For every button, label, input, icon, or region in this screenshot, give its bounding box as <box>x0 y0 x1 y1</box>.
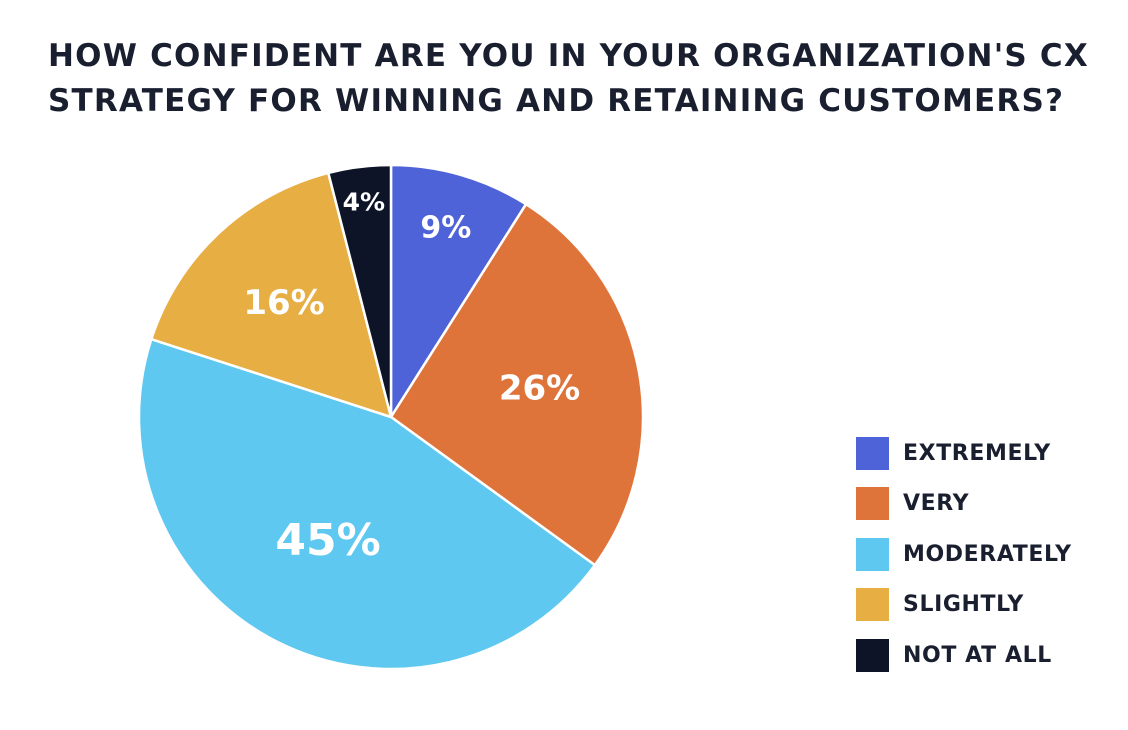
pie-label-extremely: 9% <box>420 211 471 246</box>
chart-legend: EXTREMELY VERY MODERATELY SLIGHTLY NOT A… <box>856 436 1072 689</box>
pie-label-not-at-all: 4% <box>343 187 385 216</box>
legend-swatch-very <box>856 487 889 520</box>
legend-item-extremely: EXTREMELY <box>856 436 1072 470</box>
pie-label-moderately: 45% <box>275 515 380 566</box>
pie-slice-extremely <box>389 163 528 419</box>
pie-slice-slightly <box>150 171 393 419</box>
pie-slice-moderately <box>137 337 597 671</box>
pie-slice-very <box>389 202 645 567</box>
legend-label-very: VERY <box>903 491 970 516</box>
legend-swatch-slightly <box>856 588 889 621</box>
chart-title: HOW CONFIDENT ARE YOU IN YOUR ORGANIZATI… <box>48 34 1098 124</box>
chart-title-line-2: STRATEGY FOR WINNING AND RETAINING CUSTO… <box>48 83 1065 119</box>
legend-label-slightly: SLIGHTLY <box>903 592 1024 617</box>
legend-item-slightly: SLIGHTLY <box>856 588 1072 622</box>
pie-slice-not-at-all <box>327 163 393 419</box>
chart-title-line-1: HOW CONFIDENT ARE YOU IN YOUR ORGANIZATI… <box>48 38 1089 74</box>
pie-label-slightly: 16% <box>243 283 324 323</box>
legend-label-not-at-all: NOT AT ALL <box>903 642 1052 668</box>
legend-label-moderately: MODERATELY <box>903 541 1072 567</box>
legend-swatch-moderately <box>856 537 889 571</box>
legend-item-not-at-all: NOT AT ALL <box>856 638 1072 672</box>
legend-label-extremely: EXTREMELY <box>903 440 1051 466</box>
legend-item-very: VERY <box>856 487 1072 521</box>
legend-swatch-not-at-all <box>856 638 889 672</box>
legend-swatch-extremely <box>856 436 889 470</box>
legend-item-moderately: MODERATELY <box>856 537 1072 571</box>
pie-label-very: 26% <box>499 369 580 409</box>
